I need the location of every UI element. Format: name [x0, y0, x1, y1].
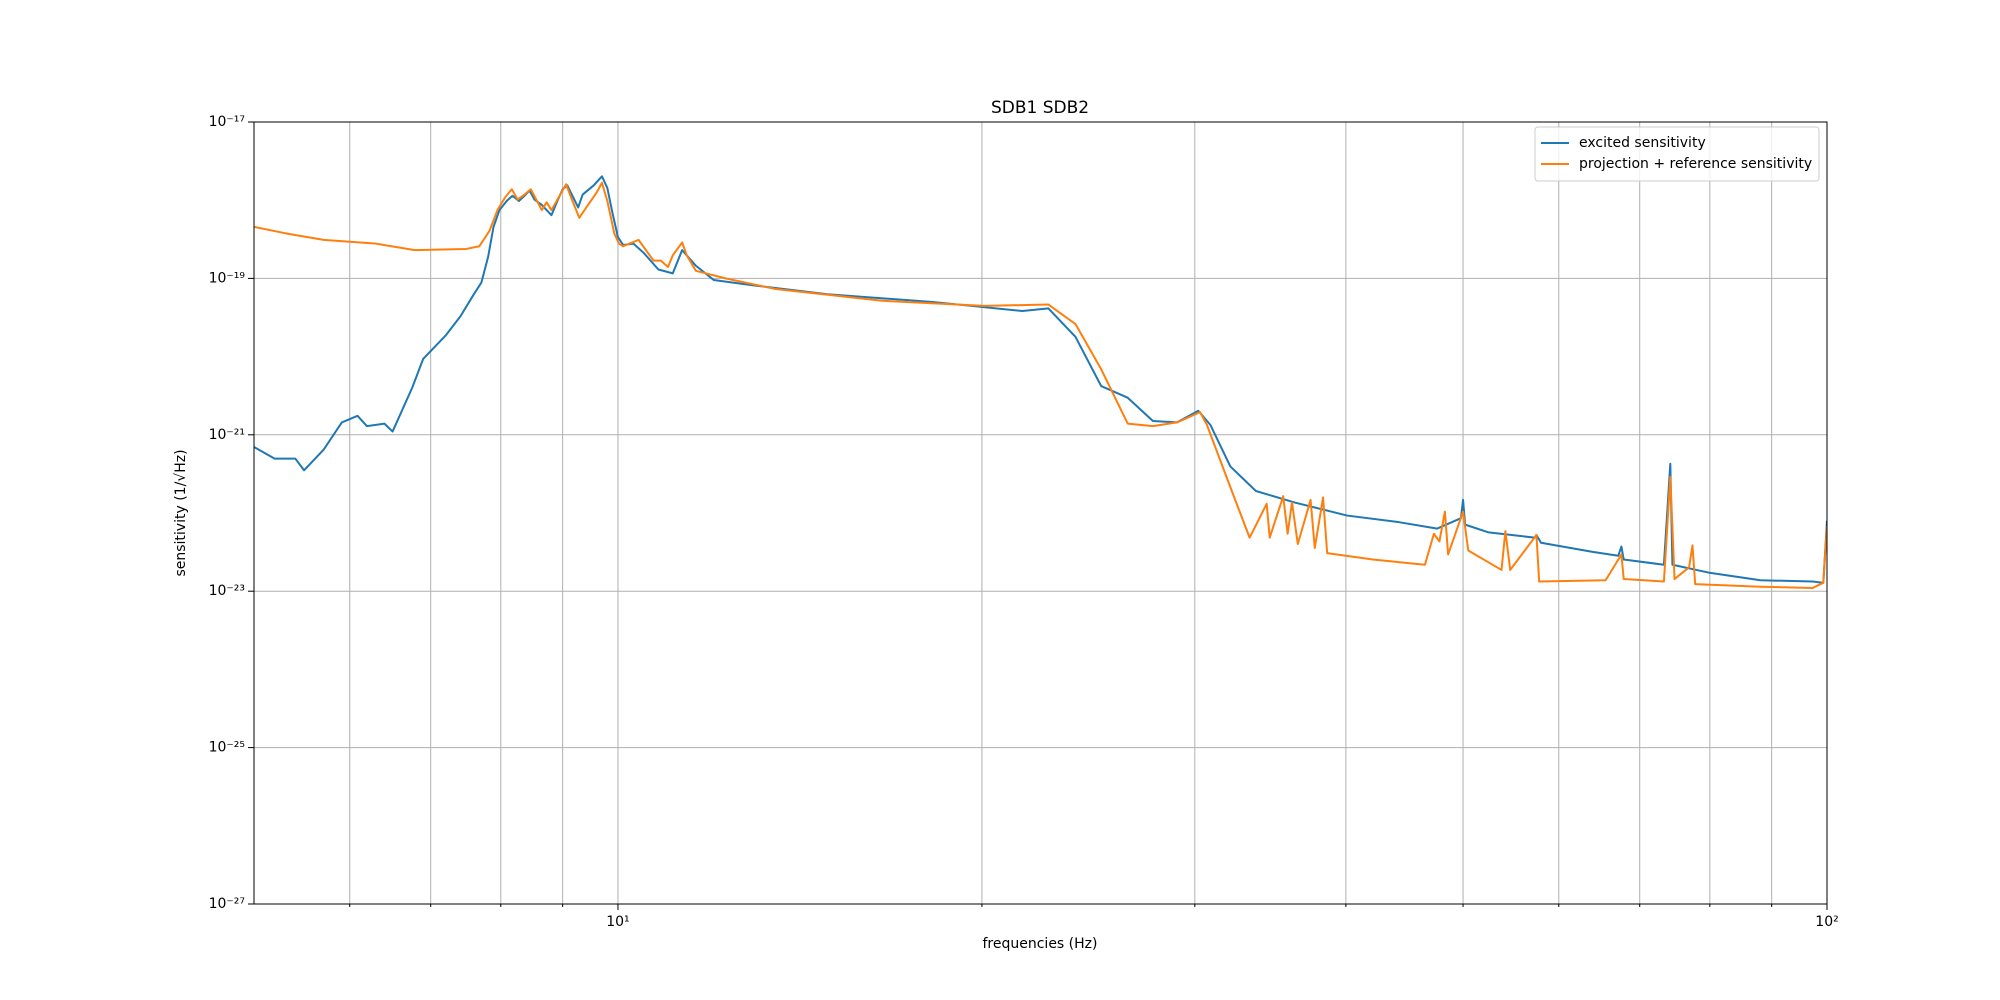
- y-tick-label: 10⁻¹⁷: [209, 114, 245, 130]
- chart-title: SDB1 SDB2: [991, 98, 1089, 118]
- y-tick-label: 10⁻¹⁹: [209, 270, 246, 286]
- x-tick-label: 10¹: [606, 914, 629, 930]
- x-axis-label: frequencies (Hz): [983, 936, 1098, 952]
- y-tick-label: 10⁻²³: [209, 583, 245, 599]
- legend-box: [1534, 126, 1820, 182]
- plot-frame: [253, 121, 1828, 905]
- y-tick-label: 10⁻²¹: [209, 427, 245, 443]
- y-axis-label: sensitivity (1/√Hz): [173, 449, 189, 576]
- series-line: [254, 175, 1827, 584]
- y-tick-label: 10⁻²⁷: [209, 896, 245, 912]
- series-line: [254, 181, 1827, 589]
- y-tick-label: 10⁻²⁵: [209, 740, 245, 756]
- legend-label: excited sensitivity: [1579, 135, 1706, 151]
- x-tick-label: 10²: [1815, 914, 1838, 930]
- legend-label: projection + reference sensitivity: [1579, 156, 1812, 172]
